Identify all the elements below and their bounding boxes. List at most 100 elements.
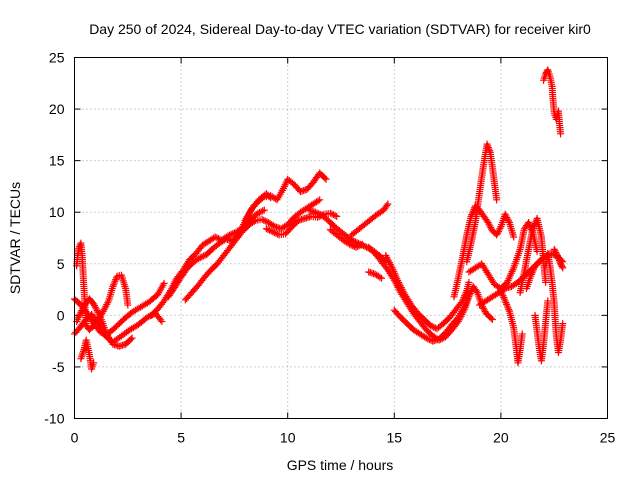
data-point-marker: [556, 258, 564, 266]
y-tick-labels: -10 -5 0 5 10 15 20 25: [44, 50, 64, 427]
data-point-marker: [270, 229, 278, 237]
data-point-marker: [260, 206, 268, 214]
data-point-marker: [499, 292, 507, 300]
data-point-marker: [494, 228, 502, 236]
grid-layer: [74, 57, 608, 419]
tick-layer: [74, 57, 608, 419]
data-point-marker: [376, 273, 384, 281]
data-point-marker: [269, 228, 277, 236]
x-tick-label: 15: [387, 430, 403, 446]
data-point-marker: [261, 217, 269, 225]
series-track-5: [73, 295, 136, 350]
data-point-marker: [538, 255, 546, 263]
data-point-marker: [527, 270, 535, 278]
data-point-marker: [551, 247, 559, 255]
data-point-marker: [158, 318, 166, 326]
data-point-marker: [483, 140, 491, 148]
data-layer: [71, 66, 567, 373]
data-point-marker: [485, 145, 493, 153]
data-point-marker: [544, 297, 552, 305]
y-tick-label: 0: [57, 307, 65, 323]
data-point-marker: [425, 336, 433, 344]
series-track-13: [348, 200, 392, 239]
data-point-marker: [259, 207, 267, 215]
data-point-marker: [503, 214, 511, 222]
data-point-marker: [124, 301, 132, 309]
data-point-marker: [260, 216, 268, 224]
data-point-marker: [330, 211, 338, 219]
data-point-marker: [559, 264, 567, 272]
data-point-marker: [510, 233, 518, 241]
data-point-marker: [383, 202, 391, 210]
data-point-marker: [501, 297, 509, 305]
data-point-marker: [488, 315, 496, 323]
data-point-marker: [79, 305, 87, 313]
data-point-marker: [90, 300, 98, 308]
data-point-marker: [480, 306, 488, 314]
data-point-marker: [110, 279, 118, 287]
data-point-marker: [269, 222, 277, 230]
data-point-marker: [326, 209, 334, 217]
data-point-marker: [321, 174, 329, 182]
data-point-marker: [160, 279, 168, 287]
data-point-marker: [315, 210, 323, 218]
data-point-marker: [559, 320, 567, 328]
data-point-marker: [92, 305, 100, 313]
data-point-marker: [525, 220, 533, 228]
data-point-marker: [487, 314, 495, 322]
data-point-marker: [91, 302, 99, 310]
data-point-marker: [484, 142, 492, 150]
y-axis-title: SDTVAR / TECUs: [7, 182, 23, 294]
data-point-marker: [528, 269, 536, 277]
data-point-marker: [498, 288, 506, 296]
x-tick-label: 25: [600, 430, 616, 446]
data-point-marker: [227, 230, 235, 238]
data-point-marker: [257, 208, 265, 216]
data-point-marker: [428, 322, 436, 330]
data-point-marker: [472, 287, 480, 295]
data-point-marker: [349, 242, 357, 250]
data-point-marker: [530, 221, 538, 229]
data-point-marker: [378, 274, 386, 282]
x-tick-label: 5: [177, 430, 185, 446]
data-point-marker: [91, 303, 99, 311]
series-track-27: [550, 245, 567, 272]
x-tick-label: 0: [71, 430, 79, 446]
data-point-marker: [358, 240, 366, 248]
y-tick-label: 25: [49, 50, 65, 66]
data-point-marker: [357, 241, 365, 249]
data-point-marker: [504, 304, 512, 312]
series-track-9: [241, 169, 330, 224]
data-point-marker: [469, 207, 477, 215]
data-point-marker: [198, 253, 206, 261]
data-point-marker: [316, 196, 324, 204]
series-track-22: [497, 287, 526, 367]
data-point-marker: [199, 252, 207, 260]
data-point-marker: [424, 335, 432, 343]
series-track-8: [181, 196, 324, 304]
data-point-marker: [529, 225, 537, 233]
data-point-marker: [313, 209, 321, 217]
data-point-marker: [258, 215, 266, 223]
series-track-17: [390, 291, 473, 345]
data-point-marker: [333, 212, 341, 220]
data-point-marker: [495, 226, 503, 234]
data-point-marker: [331, 212, 339, 220]
data-point-marker: [486, 222, 494, 230]
data-point-marker: [346, 240, 354, 248]
data-point-marker: [255, 208, 263, 216]
data-point-marker: [272, 229, 280, 237]
data-point-marker: [555, 256, 563, 264]
data-point-marker: [503, 300, 511, 308]
data-point-marker: [554, 253, 562, 261]
data-point-marker: [530, 265, 538, 273]
data-point-marker: [78, 307, 86, 315]
data-point-marker: [501, 210, 509, 218]
x-tick-label: 20: [493, 430, 509, 446]
series-track-26: [542, 249, 567, 356]
data-point-marker: [143, 313, 151, 321]
data-point-marker: [493, 229, 501, 237]
data-point-marker: [352, 243, 360, 251]
x-axis-title: GPS time / hours: [287, 457, 394, 473]
